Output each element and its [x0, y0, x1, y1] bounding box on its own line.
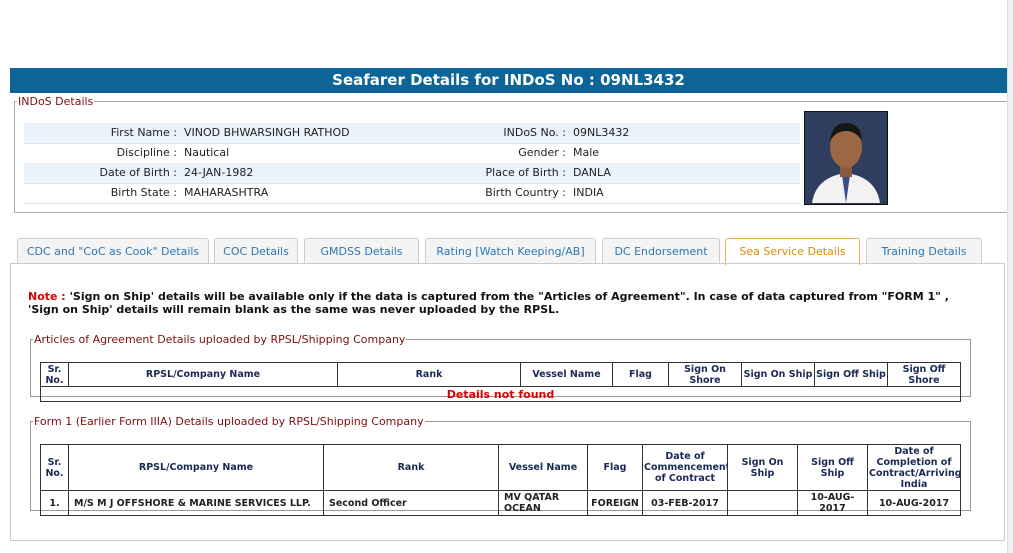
header-row: Sr. No. RPSL/Company Name Rank Vessel Name F… — [40, 362, 961, 387]
cell: FOREIGN — [587, 490, 643, 516]
note-label: Note : — [28, 290, 66, 303]
articles-section: Articles of Agreement Details uploaded b… — [30, 333, 971, 402]
field-label: Date of Birth : — [99, 166, 178, 179]
field-label: Birth State : — [110, 186, 177, 199]
tab-panel — [10, 263, 1005, 541]
note: Note : 'Sign on Ship' details will be av… — [28, 290, 978, 316]
field-value: VINOD BHWARSINGH RATHOD — [184, 126, 350, 139]
scrollbar — [1007, 0, 1013, 553]
cell: 10-AUG-2017 — [797, 490, 868, 516]
column-header: Sign On Ship — [741, 362, 815, 387]
field-value: Male — [573, 146, 600, 159]
field-label: INDoS No. : — [503, 126, 566, 139]
data-table: Sr. No. RPSL/Company Name Rank Vessel Name F… — [40, 362, 961, 402]
cell: 1. — [40, 490, 69, 516]
column-header: RPSL/Company Name — [68, 362, 338, 387]
field-label: Discipline : — [116, 146, 177, 159]
column-header: Sr. No. — [40, 444, 69, 491]
column-header: Rank — [323, 444, 499, 491]
field-value: MAHARASHTRA — [184, 186, 269, 199]
field-value: DANLA — [573, 166, 611, 179]
tab[interactable]: CDC and "CoC as Cook" Details — [17, 238, 209, 264]
cell: Second Officer — [323, 490, 499, 516]
tab[interactable]: Rating [Watch Keeping/AB] — [425, 238, 596, 264]
column-header: Sign On Shore — [668, 362, 742, 387]
field-label: Birth Country : — [485, 186, 566, 199]
cell: 03-FEB-2017 — [642, 490, 728, 516]
tab[interactable]: DC Endorsement — [602, 238, 720, 264]
column-header: Sr. No. — [40, 362, 69, 387]
column-header: Sign On Ship — [727, 444, 798, 491]
note-text: 'Sign on Ship' details will be available… — [28, 290, 949, 316]
empty-row: Details not found — [40, 386, 961, 402]
field-value: 09NL3432 — [573, 126, 630, 139]
column-header: Date of Commencement of Contract — [642, 444, 728, 491]
field-label: First Name : — [110, 126, 177, 139]
detail-row: First Name : VINOD BHWARSINGH RATHOD INDoS… — [24, 123, 800, 144]
column-header: Sign Off Ship — [797, 444, 868, 491]
tab[interactable]: GMDSS Details — [304, 238, 419, 264]
empty-message: Details not found — [40, 386, 961, 402]
cell — [727, 490, 798, 516]
cell: M/S M J OFFSHORE & MARINE SERVICES LLP. — [68, 490, 324, 516]
tab[interactable]: Training Details — [866, 238, 982, 264]
column-header: Date of Completion of Contract/Arriving … — [867, 444, 961, 491]
field-value: 24-JAN-1982 — [184, 166, 254, 179]
tab[interactable]: Sea Service Details — [725, 238, 860, 265]
data-table: Sr. No. RPSL/Company Name Rank Vessel Name F… — [40, 444, 961, 516]
cell: MV QATAR OCEAN — [498, 490, 588, 516]
field-label: Place of Birth : — [485, 166, 566, 179]
column-header: Rank — [337, 362, 521, 387]
detail-row: Date of Birth : 24-JAN-1982 Place of Birth… — [24, 163, 800, 184]
column-header: Flag — [587, 444, 643, 491]
column-header: Sign Off Ship — [814, 362, 888, 387]
data-row: 1. M/S M J OFFSHORE & MARINE SERVICES LLP… — [40, 490, 961, 516]
page-title: Seafarer Details for INDoS No : 09NL3432 — [10, 68, 1007, 93]
column-header: Sign Off Shore — [887, 362, 961, 387]
field-value: Nautical — [184, 146, 230, 159]
section-legend: Form 1 (Earlier Form IIIA) Details uploa… — [34, 415, 424, 428]
photo — [804, 111, 888, 205]
column-header: Vessel Name — [498, 444, 588, 491]
field-label: Gender : — [518, 146, 566, 159]
cell: 10-AUG-2017 — [867, 490, 961, 516]
section-legend: Articles of Agreement Details uploaded b… — [34, 333, 406, 346]
field-value: INDIA — [573, 186, 604, 199]
column-header: Vessel Name — [520, 362, 613, 387]
indos-details: INDoS Details First Name : VINOD BHWARSIN… — [14, 95, 1008, 213]
detail-row: Discipline : Nautical Gender : Male — [24, 143, 800, 164]
column-header: RPSL/Company Name — [68, 444, 324, 491]
form1-section: Form 1 (Earlier Form IIIA) Details uploa… — [30, 415, 971, 516]
detail-row: Birth State : MAHARASHTRA Birth Country : I… — [24, 183, 800, 204]
section-legend: INDoS Details — [18, 95, 94, 108]
tab[interactable]: COC Details — [214, 238, 298, 264]
column-header: Flag — [612, 362, 669, 387]
header-row: Sr. No. RPSL/Company Name Rank Vessel Name F… — [40, 444, 961, 491]
